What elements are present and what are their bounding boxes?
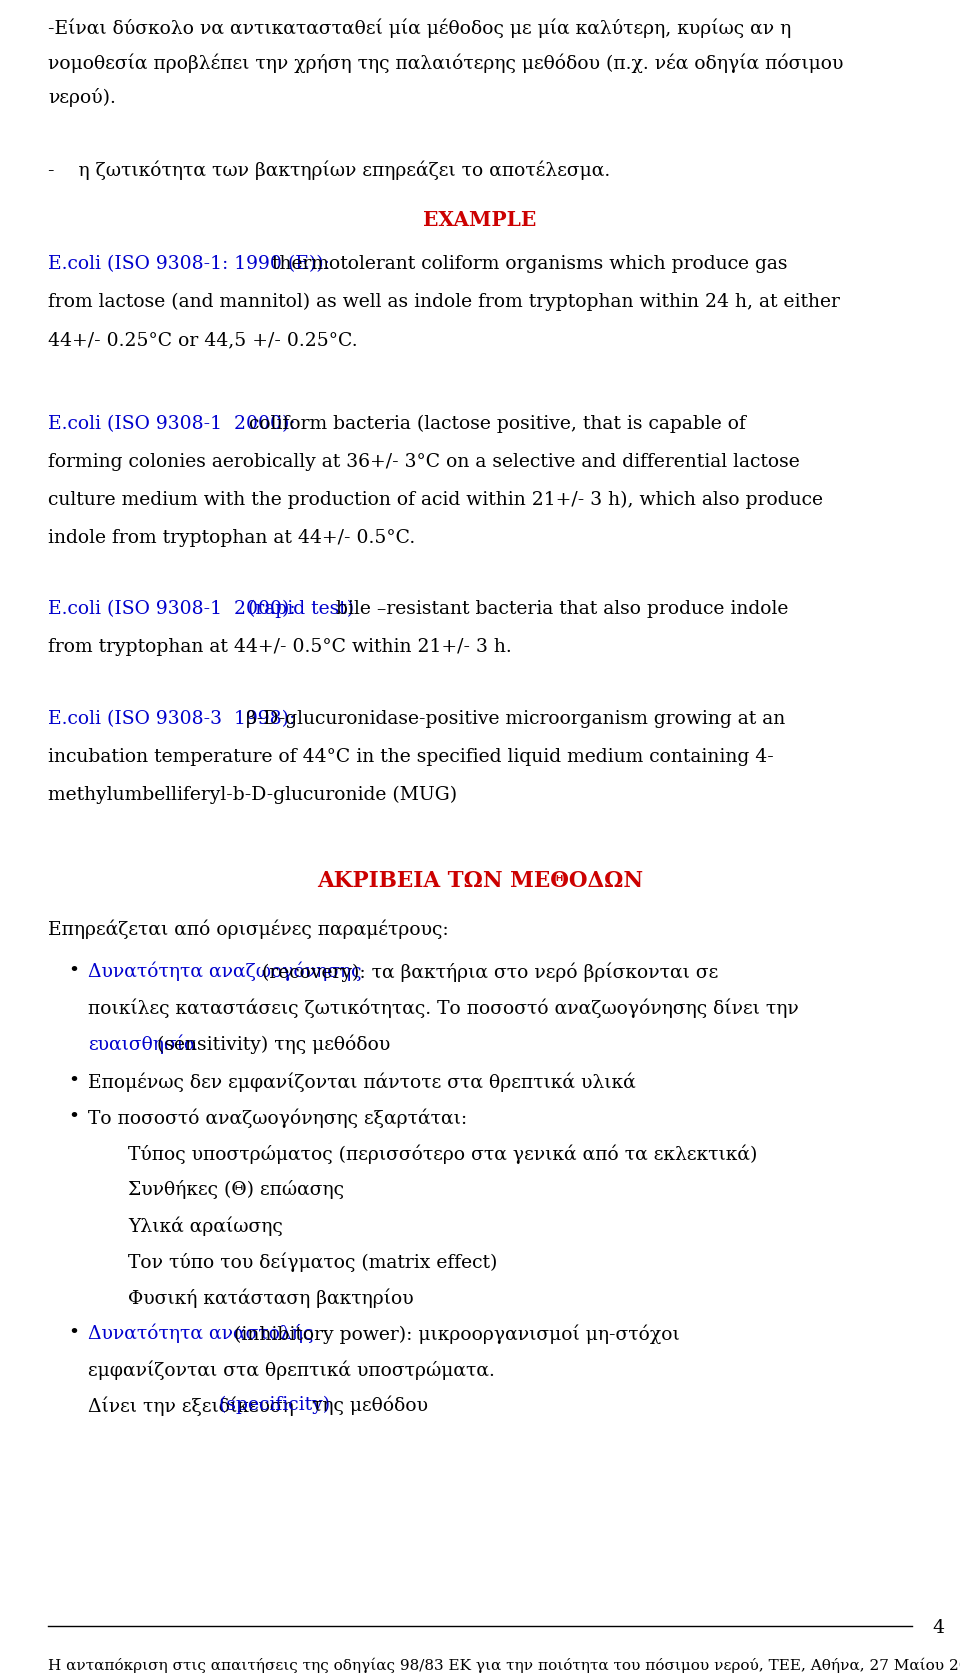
Text: Φυσική κατάσταση βακτηρίου: Φυσική κατάσταση βακτηρίου xyxy=(128,1287,414,1307)
Text: (sensitivity) της μεθόδου: (sensitivity) της μεθόδου xyxy=(151,1033,391,1053)
Text: coliform bacteria (lactose positive, that is capable of: coliform bacteria (lactose positive, tha… xyxy=(243,415,746,433)
Text: forming colonies aerobically at 36+/- 3°C on a selective and differential lactos: forming colonies aerobically at 36+/- 3°… xyxy=(48,452,800,470)
Text: ποικίλες καταστάσεις ζωτικότητας. Το ποσοστό αναζωογόνησης δίνει την: ποικίλες καταστάσεις ζωτικότητας. Το ποσ… xyxy=(88,998,799,1016)
Text: Το ποσοστό αναζωογόνησης εξαρτάται:: Το ποσοστό αναζωογόνησης εξαρτάται: xyxy=(88,1107,468,1127)
Text: culture medium with the production of acid within 21+/- 3 h), which also produce: culture medium with the production of ac… xyxy=(48,491,823,509)
Text: ευαισθησία: ευαισθησία xyxy=(88,1033,197,1053)
Text: 4: 4 xyxy=(932,1618,944,1636)
Text: indole from tryptophan at 44+/- 0.5°C.: indole from tryptophan at 44+/- 0.5°C. xyxy=(48,529,416,546)
Text: Επηρεάζεται από ορισμένες παραμέτρους:: Επηρεάζεται από ορισμένες παραμέτρους: xyxy=(48,919,448,939)
Text: E.coli (ISO 9308-3  1998):: E.coli (ISO 9308-3 1998): xyxy=(48,709,296,727)
Text: Δίνει την εξειδίκευση: Δίνει την εξειδίκευση xyxy=(88,1394,294,1415)
Text: εμφανίζονται στα θρεπτικά υποστρώματα.: εμφανίζονται στα θρεπτικά υποστρώματα. xyxy=(88,1359,494,1379)
Text: (specificity): (specificity) xyxy=(213,1394,330,1413)
Text: ΑΚΡΙΒΕΙΑ ΤΩΝ ΜΕΘΟΔΩΝ: ΑΚΡΙΒΕΙΑ ΤΩΝ ΜΕΘΟΔΩΝ xyxy=(317,870,643,892)
Text: thermotolerant coliform organisms which produce gas: thermotolerant coliform organisms which … xyxy=(266,255,787,272)
Text: Υλικά αραίωσης: Υλικά αραίωσης xyxy=(128,1215,283,1235)
Text: νομοθεσία προβλέπει την χρήση της παλαιότερης μεθόδου (π.χ. νέα οδηγία πόσιμου: νομοθεσία προβλέπει την χρήση της παλαιό… xyxy=(48,54,844,72)
Text: E.coli (ISO 9308-1  2000):: E.coli (ISO 9308-1 2000): xyxy=(48,415,296,433)
Text: (inhibitory power): μικροοργανισμοί μη-στόχοι: (inhibitory power): μικροοργανισμοί μη-σ… xyxy=(228,1324,680,1342)
Text: Δυνατότητα αναστολής: Δυνατότητα αναστολής xyxy=(88,1324,313,1342)
Text: της μεθόδου: της μεθόδου xyxy=(306,1394,428,1415)
Text: Η ανταπόκριση στις απαιτήσεις της οδηγίας 98/83 ΕΚ για την ποιότητα του πόσιμου : Η ανταπόκριση στις απαιτήσεις της οδηγία… xyxy=(48,1656,960,1672)
Text: incubation temperature of 44°C in the specified liquid medium containing 4-: incubation temperature of 44°C in the sp… xyxy=(48,748,774,766)
Text: νερού).: νερού). xyxy=(48,87,116,108)
Text: Συνθήκες (Θ) επώασης: Συνθήκες (Θ) επώασης xyxy=(128,1179,344,1198)
Text: 44+/- 0.25°C or 44,5 +/- 0.25°C.: 44+/- 0.25°C or 44,5 +/- 0.25°C. xyxy=(48,331,358,349)
Text: •: • xyxy=(68,961,79,979)
Text: Δυνατότητα αναζωογόνησης: Δυνατότητα αναζωογόνησης xyxy=(88,961,362,981)
Text: Τον τύπο του δείγματος (matrix effect): Τον τύπο του δείγματος (matrix effect) xyxy=(128,1252,497,1270)
Text: -Είναι δύσκολο να αντικατασταθεί μία μέθοδος με μία καλύτερη, κυρίως αν η: -Είναι δύσκολο να αντικατασταθεί μία μέθ… xyxy=(48,18,791,37)
Text: methylumbelliferyl-b-D-glucuronide (MUG): methylumbelliferyl-b-D-glucuronide (MUG) xyxy=(48,786,457,803)
Text: EXAMPLE: EXAMPLE xyxy=(423,210,537,230)
Text: E.coli (ISO 9308-1: 1990 (E)):: E.coli (ISO 9308-1: 1990 (E)): xyxy=(48,255,330,272)
Text: from tryptophan at 44+/- 0.5°C within 21+/- 3 h.: from tryptophan at 44+/- 0.5°C within 21… xyxy=(48,638,512,655)
Text: •: • xyxy=(68,1072,79,1089)
Text: •: • xyxy=(68,1107,79,1126)
Text: Τύπος υποστρώματος (περισσότερο στα γενικά από τα εκλεκτικά): Τύπος υποστρώματος (περισσότερο στα γενι… xyxy=(128,1144,757,1163)
Text: (rapid test): (rapid test) xyxy=(242,600,354,618)
Text: E.coli (ISO 9308-1  2000):: E.coli (ISO 9308-1 2000): xyxy=(48,600,296,618)
Text: bile –resistant bacteria that also produce indole: bile –resistant bacteria that also produ… xyxy=(330,600,788,618)
Text: from lactose (and mannitol) as well as indole from tryptophan within 24 h, at ei: from lactose (and mannitol) as well as i… xyxy=(48,292,840,311)
Text: -    η ζωτικότητα των βακτηρίων επηρεάζει το αποτέλεσμα.: - η ζωτικότητα των βακτηρίων επηρεάζει τ… xyxy=(48,160,611,180)
Text: Επομένως δεν εμφανίζονται πάντοτε στα θρεπτικά υλικά: Επομένως δεν εμφανίζονται πάντοτε στα θρ… xyxy=(88,1072,636,1090)
Text: β-D-glucuronidase-positive microorganism growing at an: β-D-glucuronidase-positive microorganism… xyxy=(240,709,785,727)
Text: •: • xyxy=(68,1324,79,1341)
Text: (recovery): τα βακτήρια στο νερό βρίσκονται σε: (recovery): τα βακτήρια στο νερό βρίσκον… xyxy=(256,961,718,981)
